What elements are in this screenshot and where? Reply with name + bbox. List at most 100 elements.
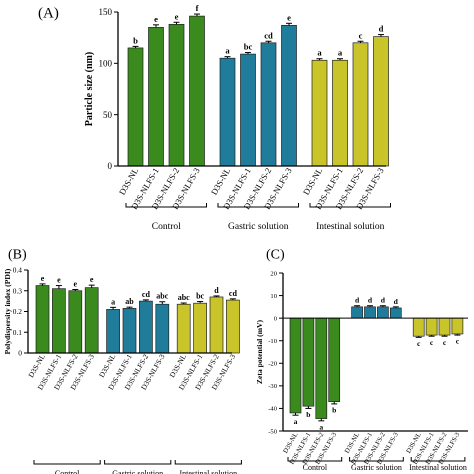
group-label: Gastric solution	[112, 469, 163, 474]
bar	[148, 27, 164, 167]
significance-letter: d	[394, 297, 399, 306]
y-axis-label: Polydispersity index (PDI)	[3, 268, 12, 354]
significance-letter: f	[196, 3, 199, 13]
panel-tag: (C)	[266, 248, 285, 263]
group-label: Gastric solution	[351, 463, 402, 472]
group-bracket	[33, 460, 101, 465]
bar	[352, 42, 369, 167]
significance-letter: e	[154, 14, 158, 24]
group-bracket	[217, 203, 299, 208]
significance-letter: e	[57, 276, 61, 285]
y-axis-label: Particle size (nm)	[84, 52, 95, 126]
significance-letter: a	[111, 297, 115, 306]
bar	[389, 307, 402, 319]
y-axis-label: Zeta potential (mV)	[255, 319, 264, 384]
significance-letter: bc	[196, 292, 204, 301]
bar	[311, 59, 328, 167]
chart-panel-c: (C) 20 10 0 -10 -20 -30 -40 -50 Zeta potential (m…	[255, 248, 468, 472]
bar	[451, 317, 464, 335]
significance-letter: a	[225, 46, 230, 56]
bar	[302, 317, 315, 407]
significance-letter: bc	[244, 42, 253, 52]
group-label: Gastric solution	[228, 222, 289, 232]
group-label: Control	[55, 469, 80, 474]
bar	[438, 317, 451, 336]
y-tick-label: 20	[270, 270, 277, 277]
y-tick-label: 0	[108, 161, 113, 171]
significance-letter: b	[133, 35, 138, 45]
y-tick-label: -40	[268, 406, 277, 413]
significance-letter: a	[294, 417, 298, 426]
group-label: Intestinal solution	[316, 222, 385, 232]
bar	[106, 309, 120, 354]
significance-letter: abc	[178, 293, 190, 302]
y-tick-label: 100	[99, 58, 113, 68]
y-tick-label: 10	[270, 293, 277, 300]
significance-letter: d	[355, 296, 360, 305]
y-tick-label: 0.1	[13, 328, 23, 337]
group-bracket	[410, 457, 466, 462]
significance-letter: e	[90, 275, 94, 284]
panel-tag: (B)	[8, 248, 27, 263]
bar	[219, 57, 236, 167]
bar	[364, 306, 376, 319]
bar	[209, 296, 224, 354]
significance-letter: c	[456, 337, 460, 346]
bar	[122, 308, 137, 354]
bar	[35, 285, 50, 354]
significance-letter: a	[319, 422, 323, 431]
y-tick-label: -30	[268, 383, 277, 390]
significance-letter: abc	[156, 292, 168, 301]
significance-letter: d	[214, 286, 219, 295]
bar	[139, 300, 153, 354]
bar	[240, 53, 256, 167]
significance-letter: e	[287, 12, 291, 22]
y-tick-label: 0.2	[13, 307, 23, 316]
bar	[289, 317, 302, 414]
significance-letter: c	[443, 338, 447, 347]
bar	[193, 302, 207, 354]
bar	[260, 42, 277, 167]
y-tick-label: 50	[103, 110, 113, 120]
significance-letter: b	[306, 410, 310, 419]
significance-letter: e	[41, 274, 45, 283]
group-label: Control	[152, 222, 181, 232]
bar	[425, 317, 438, 336]
y-tick-label: 0.4	[13, 266, 23, 275]
significance-letter: cd	[264, 30, 273, 40]
significance-letter: c	[430, 338, 434, 347]
bar	[168, 23, 185, 167]
bar	[127, 47, 144, 167]
significance-letter: d	[381, 296, 386, 305]
group-label: Intestinal solution	[180, 469, 238, 474]
panel-tag: (A)	[38, 5, 59, 21]
group-label: Intestinal solution	[409, 463, 467, 472]
bar	[377, 306, 389, 319]
y-tick-label: 150	[99, 7, 113, 17]
bar	[315, 317, 328, 419]
significance-letter: c	[359, 30, 363, 40]
bar	[52, 288, 66, 354]
significance-letter: cd	[229, 289, 238, 298]
significance-letter: ab	[125, 297, 134, 306]
y-tick-label: 0.3	[13, 286, 23, 295]
bar	[412, 317, 425, 337]
bar	[176, 303, 191, 354]
group-bracket	[349, 457, 404, 462]
y-tick-label: 0	[18, 349, 22, 358]
group-bracket	[174, 460, 242, 465]
significance-letter: e	[74, 280, 78, 289]
bar	[226, 299, 240, 354]
bar	[189, 15, 205, 167]
bar	[84, 287, 99, 354]
significance-letter: cd	[142, 290, 151, 299]
group-bracket	[104, 460, 172, 465]
significance-letter: d	[368, 296, 373, 305]
bar	[281, 24, 297, 167]
group-bracket	[125, 203, 207, 208]
bar	[351, 306, 363, 319]
group-label: Control	[303, 463, 328, 472]
